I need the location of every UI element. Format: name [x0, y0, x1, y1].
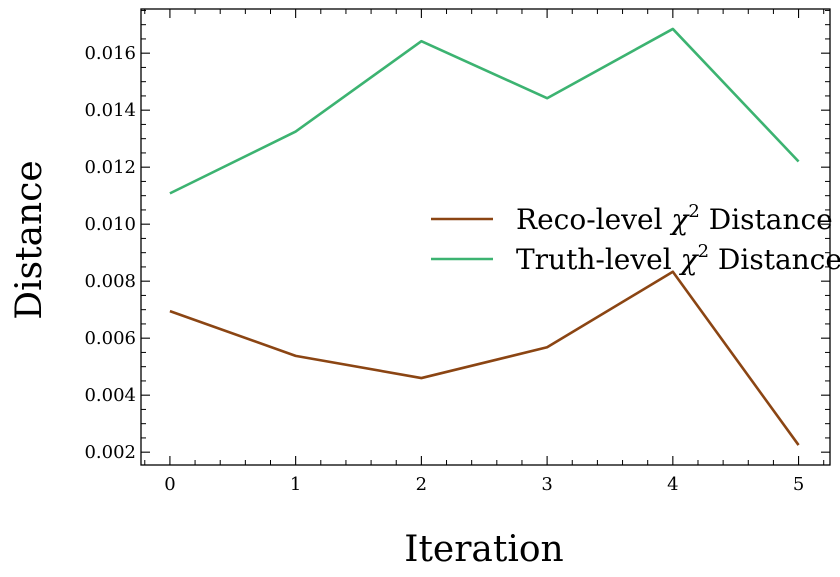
y-tick-label: 0.016 — [84, 43, 136, 64]
y-tick-label: 0.014 — [84, 100, 136, 121]
series-lines — [169, 27, 800, 446]
y-axis-title: Distance — [9, 160, 50, 319]
x-tick-label: 4 — [667, 474, 678, 495]
plot-frame — [140, 8, 831, 466]
legend-label-sup: 2 — [698, 241, 709, 262]
y-tick-label: 0.004 — [84, 385, 136, 406]
legend-label-sup: 2 — [688, 201, 699, 222]
x-tick-label: 1 — [290, 474, 301, 495]
x-tick-label: 5 — [793, 474, 804, 495]
y-tick-label: 0.010 — [84, 214, 136, 235]
legend-label-0: Reco-level χ2 Distance — [516, 201, 833, 236]
series-line-1 — [169, 27, 800, 195]
axis-ticks — [141, 9, 830, 465]
legend-label-math: χ — [679, 243, 700, 276]
legend-label-tail: Distance — [700, 203, 833, 236]
x-tick-label: 2 — [416, 474, 427, 495]
legend-label-tail: Distance — [709, 243, 840, 276]
y-tick-label: 0.002 — [84, 442, 136, 463]
x-tick-label: 3 — [541, 474, 552, 495]
x-axis-title: Iteration — [404, 529, 564, 570]
x-tick-label: 0 — [164, 474, 175, 495]
legend-label-name: Reco-level — [516, 203, 671, 236]
legend-label-math: χ — [669, 203, 690, 236]
legend-label-name: Truth-level — [516, 243, 681, 276]
tick-labels: 0 1 2 3 4 5 0.002 0.004 0.006 0.008 0.010 0.012 0.01… — [84, 43, 804, 495]
y-tick-label: 0.006 — [84, 328, 136, 349]
y-tick-label: 0.008 — [84, 271, 136, 292]
legend-label-1: Truth-level χ2 Distance — [516, 241, 840, 276]
y-tick-label: 0.012 — [84, 157, 136, 178]
series-line-0 — [169, 270, 800, 446]
